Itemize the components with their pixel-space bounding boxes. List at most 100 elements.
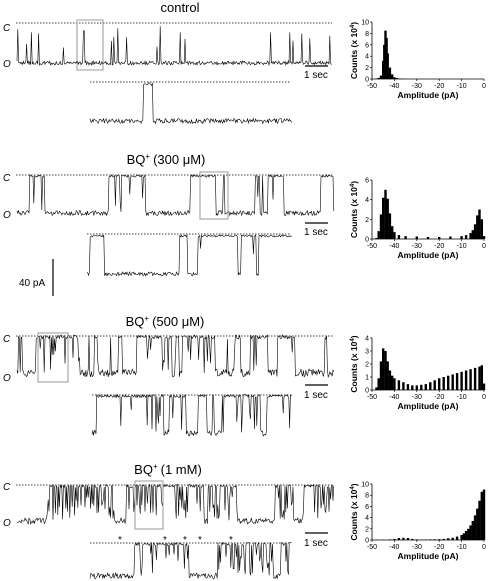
histogram-bar (384, 351, 387, 390)
histogram-bar (395, 78, 398, 79)
x-tick-label: -50 (367, 394, 377, 401)
panel-title-bq-1mm: BQ+ (1 mM) (134, 462, 202, 477)
histogram-bar (464, 370, 468, 390)
state-label-open: O (3, 210, 11, 221)
expanded-trace (89, 82, 292, 125)
y-tick-label: 1 (365, 375, 369, 382)
y-tick-label: 4 (365, 515, 369, 522)
x-tick-label: 0 (482, 394, 486, 401)
histogram-bar (411, 385, 414, 390)
histogram-4: -50 -40 -30 -20 -10 0 0 2 4 6 8 10 Amplitude (pA) Cou… (349, 482, 486, 562)
x-tick-label: -40 (389, 394, 399, 401)
histogram-bar (375, 387, 378, 390)
y-tick-label: 8 (365, 493, 369, 500)
x-tick-label: -40 (389, 243, 399, 250)
y-tick-label: 4 (365, 54, 369, 61)
histogram-bar (473, 224, 477, 240)
histogram-bar (388, 539, 392, 540)
x-axis-label: Amplitude (pA) (398, 551, 459, 561)
histogram-bar (480, 365, 483, 390)
x-tick-label: -40 (389, 83, 399, 90)
expanded-trace (91, 393, 292, 437)
histogram-bar (476, 215, 479, 239)
y-tick-label: 2 (365, 526, 369, 533)
histogram-bar (482, 236, 486, 239)
histogram-bar (402, 537, 405, 540)
panel-title-bq-300: BQ+ (300 μM) (127, 152, 206, 167)
histogram-bar (480, 219, 483, 239)
y-tick-label: 6 (365, 178, 369, 185)
y-tick-label: 6 (365, 504, 369, 511)
histogram-bar (467, 528, 470, 540)
x-tick-label: -20 (434, 83, 444, 90)
y-axis-label: Counts (x 104) (349, 181, 359, 238)
histogram-bar (471, 521, 474, 540)
histogram-bar (455, 536, 459, 540)
histogram-bar (386, 198, 389, 239)
histogram-bar (460, 535, 463, 540)
histogram-bar (480, 491, 483, 540)
histogram-bar (388, 67, 392, 79)
event-markers: * * * * * (118, 535, 233, 546)
histogram-bar (397, 538, 401, 540)
histogram-bar (386, 53, 389, 79)
expanded-trace (89, 541, 292, 580)
x-tick-label: 0 (482, 83, 486, 90)
x-tick-label: 0 (482, 544, 486, 551)
histogram-bar (460, 236, 463, 239)
histogram-bar (397, 78, 401, 79)
histogram-bar (397, 380, 401, 391)
x-tick-label: -40 (389, 544, 399, 551)
histogram-bar (382, 348, 385, 390)
state-label-closed: C (3, 23, 11, 34)
x-tick-label: 0 (482, 243, 486, 250)
histogram-bar (476, 508, 479, 540)
histogram-bar (469, 233, 472, 239)
state-label-open: O (3, 373, 11, 384)
histogram-bar (469, 369, 472, 390)
time-scale-label: 1 sec (304, 227, 328, 238)
histogram-bar (464, 531, 468, 540)
x-tick-label: -20 (434, 394, 444, 401)
histogram-bar (442, 538, 445, 540)
y-tick-label: 0 (365, 388, 369, 395)
histogram-bar (377, 231, 380, 239)
zoom-box (37, 332, 69, 383)
x-tick-label: -10 (457, 243, 467, 250)
y-tick-label: 8 (365, 31, 369, 38)
histogram-bar (382, 197, 385, 239)
x-tick-label: -10 (457, 83, 467, 90)
histogram-bar (402, 382, 405, 390)
current-trace (16, 334, 335, 378)
histogram-bar (391, 74, 394, 79)
histogram-bar (393, 232, 396, 239)
x-tick-label: -30 (412, 394, 422, 401)
y-tick-label: 2 (365, 65, 369, 72)
histogram-bar (397, 235, 401, 239)
histogram-bar (464, 235, 468, 239)
histogram-bar (449, 236, 452, 239)
histogram-bar (415, 236, 418, 239)
histogram-bar (393, 77, 396, 79)
histogram-bar (388, 370, 392, 390)
histogram-bar (393, 378, 396, 390)
panel-control: control C O 1 sec (3, 0, 332, 125)
panel-bq-1mm: BQ+ (1 mM) C O 1 sec * * * * * (3, 462, 335, 580)
histogram-bar (391, 375, 394, 390)
histogram-bar (391, 226, 394, 239)
y-tick-label: 0 (365, 77, 369, 84)
histogram-bar (433, 539, 436, 540)
x-tick-label: -50 (367, 544, 377, 551)
x-tick-label: -20 (434, 243, 444, 250)
histogram-bar (388, 213, 392, 239)
x-axis-label: Amplitude (pA) (398, 90, 459, 100)
x-tick-label: -30 (412, 83, 422, 90)
current-scale-label: 40 pA (19, 278, 45, 289)
x-tick-label: -10 (457, 394, 467, 401)
histogram-bar (471, 230, 474, 239)
histogram-bar (429, 382, 432, 390)
x-tick-label: -50 (367, 83, 377, 90)
y-tick-label: 10 (361, 482, 369, 489)
histogram-bar (379, 214, 383, 239)
y-axis-label: Counts (x 104) (349, 22, 359, 79)
